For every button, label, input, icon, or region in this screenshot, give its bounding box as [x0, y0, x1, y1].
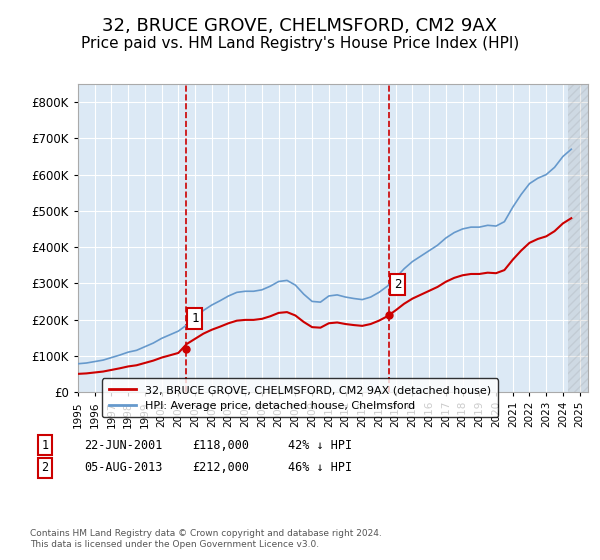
Text: £212,000: £212,000 [192, 461, 249, 474]
Text: 1: 1 [191, 312, 199, 325]
Text: 05-AUG-2013: 05-AUG-2013 [84, 461, 163, 474]
Legend: 32, BRUCE GROVE, CHELMSFORD, CM2 9AX (detached house), HPI: Average price, detac: 32, BRUCE GROVE, CHELMSFORD, CM2 9AX (de… [102, 379, 498, 417]
Text: Contains HM Land Registry data © Crown copyright and database right 2024.
This d: Contains HM Land Registry data © Crown c… [30, 529, 382, 549]
Text: 32, BRUCE GROVE, CHELMSFORD, CM2 9AX: 32, BRUCE GROVE, CHELMSFORD, CM2 9AX [103, 17, 497, 35]
Text: 2: 2 [41, 461, 49, 474]
Text: Price paid vs. HM Land Registry's House Price Index (HPI): Price paid vs. HM Land Registry's House … [81, 36, 519, 52]
Text: 42% ↓ HPI: 42% ↓ HPI [288, 438, 352, 452]
Text: 2: 2 [394, 278, 401, 291]
Bar [568, 84, 588, 392]
Text: 46% ↓ HPI: 46% ↓ HPI [288, 461, 352, 474]
Text: 22-JUN-2001: 22-JUN-2001 [84, 438, 163, 452]
Text: £118,000: £118,000 [192, 438, 249, 452]
Text: 1: 1 [41, 438, 49, 452]
